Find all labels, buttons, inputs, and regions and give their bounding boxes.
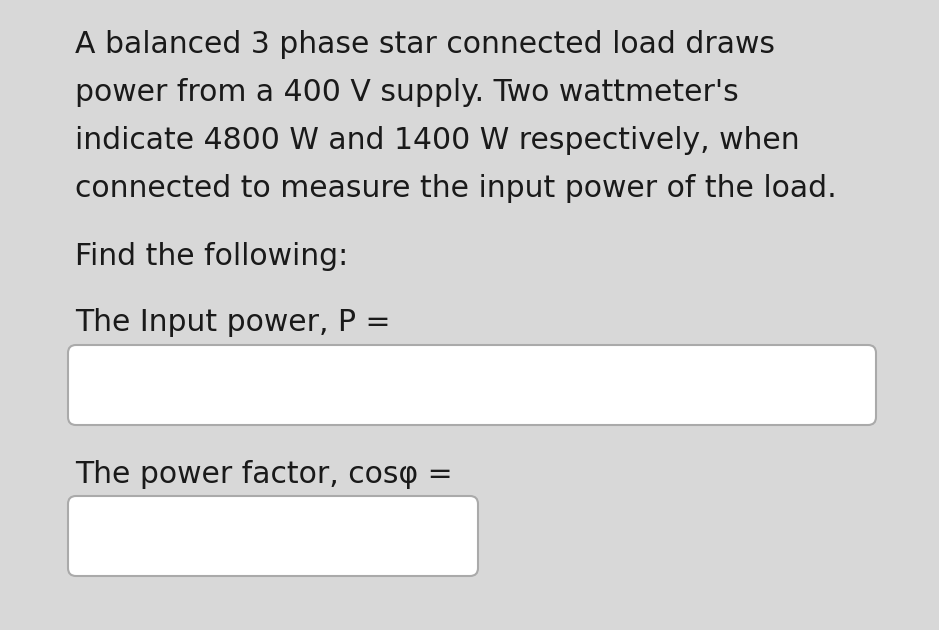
Text: indicate 4800 W and 1400 W respectively, when: indicate 4800 W and 1400 W respectively,… (75, 126, 800, 155)
Text: A balanced 3 phase star connected load draws: A balanced 3 phase star connected load d… (75, 30, 775, 59)
Text: The Input power, P =: The Input power, P = (75, 308, 391, 337)
Text: Find the following:: Find the following: (75, 242, 348, 271)
Text: connected to measure the input power of the load.: connected to measure the input power of … (75, 174, 837, 203)
Text: power from a 400 V supply. Two wattmeter's: power from a 400 V supply. Two wattmeter… (75, 78, 739, 107)
FancyBboxPatch shape (68, 496, 478, 576)
FancyBboxPatch shape (68, 345, 876, 425)
Text: The power factor, cosφ =: The power factor, cosφ = (75, 460, 453, 489)
